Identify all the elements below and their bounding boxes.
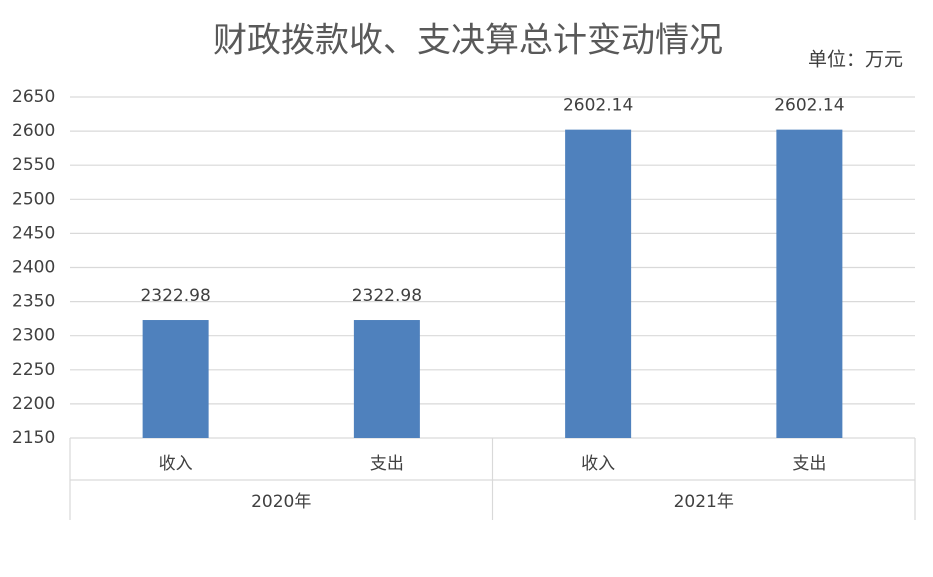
y-tick-label: 2450 (12, 223, 55, 243)
bar (353, 320, 420, 438)
y-tick-label: 2650 (12, 87, 55, 107)
group-label: 2021年 (674, 492, 734, 512)
value-label: 2602.14 (563, 96, 633, 116)
x-tick-label: 支出 (370, 454, 404, 474)
chart-title: 财政拨款收、支决算总计变动情况 (213, 21, 723, 61)
unit-label: 单位：万元 (808, 49, 903, 71)
y-tick-label: 2300 (12, 326, 55, 346)
group-label: 2020年 (251, 492, 311, 512)
x-tick-label: 收入 (159, 454, 193, 474)
y-tick-label: 2350 (12, 292, 55, 312)
value-label: 2322.98 (140, 286, 210, 306)
y-tick-label: 2250 (12, 360, 55, 380)
y-tick-label: 2500 (12, 189, 55, 209)
bar (776, 129, 843, 439)
y-tick-label: 2550 (12, 155, 55, 175)
x-tick-label: 收入 (581, 454, 615, 474)
bar (565, 129, 632, 439)
y-tick-label: 2150 (12, 428, 55, 448)
bar (142, 320, 209, 438)
x-tick-label: 支出 (792, 454, 826, 474)
value-label: 2602.14 (774, 96, 844, 116)
y-tick-label: 2600 (12, 121, 55, 141)
y-tick-label: 2400 (12, 258, 55, 278)
y-tick-label: 2200 (12, 394, 55, 414)
value-label: 2322.98 (352, 286, 422, 306)
